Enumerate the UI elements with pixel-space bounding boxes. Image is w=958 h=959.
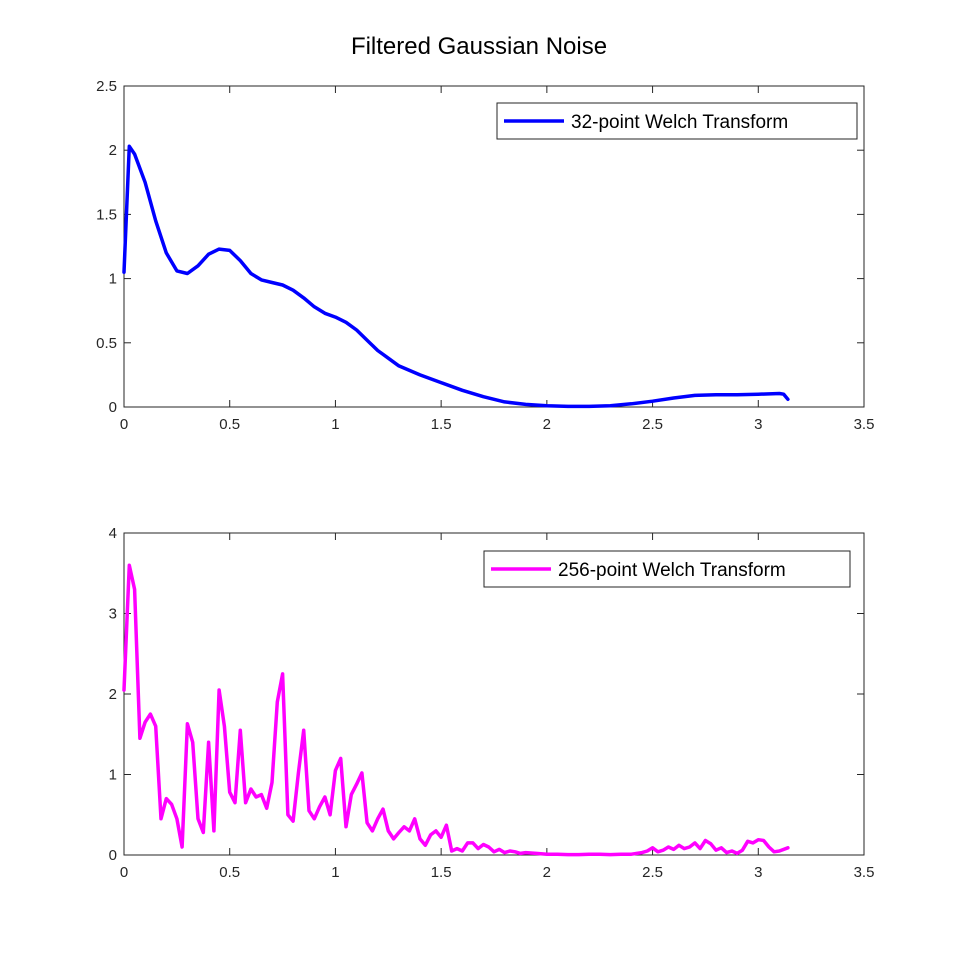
y-tick-label: 2.5 xyxy=(96,78,117,95)
x-tick-label: 3 xyxy=(754,416,762,433)
y-tick-label: 4 xyxy=(109,525,117,542)
x-tick-label: 3.5 xyxy=(854,416,875,433)
y-tick-label: 1.5 xyxy=(96,206,117,223)
legend-label: 32-point Welch Transform xyxy=(571,112,788,133)
y-tick-label: 1 xyxy=(109,767,117,784)
series-line-0 xyxy=(122,144,790,409)
x-tick-label: 2.5 xyxy=(642,416,663,433)
x-tick-label: 3.5 xyxy=(854,864,875,881)
top-plot: 0 0.5 1 1.5 2 2.5 3 3.5 0 0.5 1 1.5 2 2.5 32-point Wel… xyxy=(96,78,874,433)
x-tick-label: 0 xyxy=(120,864,128,881)
legend-label: 256-point Welch Transform xyxy=(558,560,786,581)
y-tick-label: 1 xyxy=(109,271,117,288)
bottom-plot: 0 0.5 1 1.5 2 2.5 3 3.5 0 1 2 3 4 256-point Welch Tra… xyxy=(109,525,875,881)
x-tick-label: 1.5 xyxy=(431,864,452,881)
y-tick-label: 0.5 xyxy=(96,335,117,352)
x-tick-label: 3 xyxy=(754,864,762,881)
y-tick-label: 0 xyxy=(109,847,117,864)
y-tick-label: 2 xyxy=(109,142,117,159)
x-tick-label: 2 xyxy=(543,416,551,433)
x-tick-label: 0 xyxy=(120,416,128,433)
y-tick-label: 0 xyxy=(109,399,117,416)
x-tick-label: 0.5 xyxy=(219,864,240,881)
x-tick-label: 2.5 xyxy=(642,864,663,881)
figure-title: Filtered Gaussian Noise xyxy=(351,33,607,60)
y-tick-label: 2 xyxy=(109,686,117,703)
series-line-0 xyxy=(122,563,790,857)
x-tick-label: 1 xyxy=(331,864,339,881)
x-tick-label: 1.5 xyxy=(431,416,452,433)
y-tick-label: 3 xyxy=(109,606,117,623)
x-tick-label: 0.5 xyxy=(219,416,240,433)
x-tick-label: 2 xyxy=(543,864,551,881)
x-tick-label: 1 xyxy=(331,416,339,433)
